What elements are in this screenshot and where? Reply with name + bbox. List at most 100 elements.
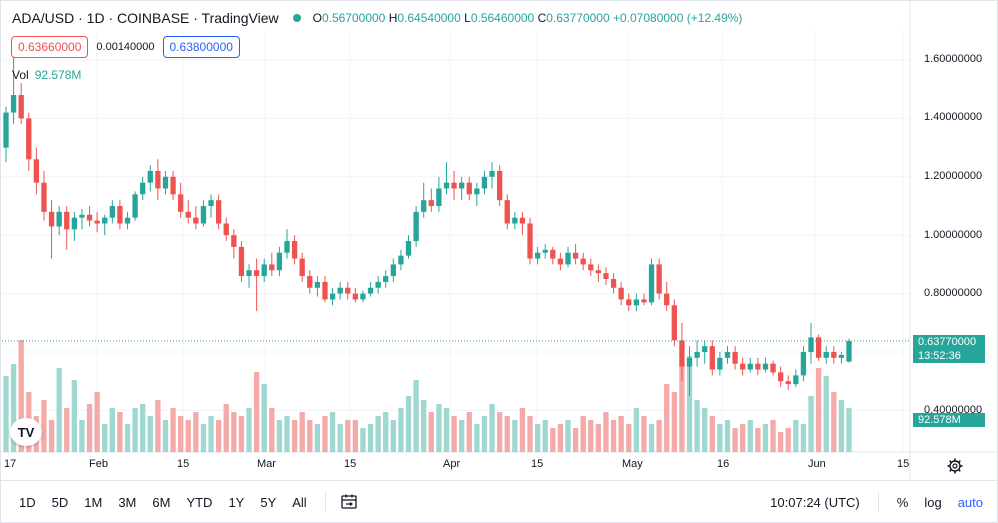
volume-bar [846, 408, 852, 452]
candle-body [671, 305, 677, 341]
range-1d-button[interactable]: 1D [19, 494, 36, 510]
volume-bar [223, 404, 229, 452]
volume-bar [740, 424, 746, 452]
volume-bar [762, 424, 769, 452]
ohlc-values: O0.56700000 H0.64540000 L0.56460000 C0.6… [313, 11, 743, 25]
volume-bar [519, 408, 526, 452]
volume-bar [421, 400, 427, 452]
range-1y-button[interactable]: 1Y [228, 494, 245, 510]
volume-bar [261, 384, 267, 452]
volume-bar [724, 420, 731, 452]
volume-bar [686, 356, 693, 452]
utc-clock[interactable]: 10:07:24 (UTC) [770, 494, 860, 510]
spread-value: 0.00140000 [96, 41, 155, 53]
buy-button[interactable]: 0.63800000 [162, 36, 240, 58]
volume-bar [747, 420, 753, 452]
candle-body [246, 270, 252, 277]
candle-body [33, 159, 40, 183]
candle-body [421, 200, 427, 212]
volume-bar [793, 420, 799, 452]
candle-body [56, 211, 62, 227]
candle-body [147, 170, 153, 183]
candle-body [770, 363, 776, 373]
volume-bar [329, 412, 336, 452]
candle-body [383, 276, 389, 282]
volume-bar [800, 424, 807, 452]
volume-bar [595, 424, 602, 452]
volume-bar [3, 376, 9, 452]
candle-body [527, 223, 533, 259]
volume-bar [208, 416, 214, 452]
volume-bar [162, 420, 169, 452]
candle-body [375, 281, 381, 288]
volume-bar [314, 424, 321, 452]
range-all-button[interactable]: All [292, 494, 307, 510]
volume-bar [443, 408, 450, 452]
range-ytd-button[interactable]: YTD [186, 494, 213, 510]
candle-body [777, 372, 784, 382]
range-1m-button[interactable]: 1M [84, 494, 103, 510]
price-chart[interactable] [0, 0, 998, 480]
volume-bar [117, 412, 123, 452]
date-range-icon[interactable] [340, 493, 358, 511]
auto-scale-toggle[interactable]: auto [957, 494, 983, 510]
sell-button[interactable]: 0.63660000 [11, 36, 89, 58]
candle-body [405, 241, 412, 256]
volume-bar [178, 416, 184, 452]
volume-bar [284, 416, 290, 452]
volume-bar [170, 408, 176, 452]
tradingview-logo[interactable]: TV [10, 418, 42, 446]
countdown-tag: 13:52:36 [913, 349, 985, 363]
candle-body [109, 206, 115, 218]
candle-body [71, 217, 78, 230]
volume-bar [626, 424, 632, 452]
range-5y-button[interactable]: 5Y [260, 494, 277, 510]
change-value: +0.07080000 (+12.49%) [612, 11, 743, 25]
volume-bar [18, 340, 24, 452]
volume-bar [147, 416, 153, 452]
candle-body [337, 287, 343, 294]
candle-body [64, 211, 70, 230]
candle-body [694, 352, 700, 358]
candle-body [580, 258, 586, 265]
candle-body [170, 176, 176, 195]
volume-bar [648, 424, 655, 452]
range-6m-button[interactable]: 6M [152, 494, 171, 510]
candle-body [155, 170, 161, 189]
volume-bar [269, 408, 275, 452]
volume-bar [10, 364, 17, 452]
last-price-tag: 0.63770000 [913, 335, 985, 349]
volume-bar [352, 420, 359, 452]
volume-bar [603, 412, 609, 452]
volume-value: 92.578M [34, 68, 82, 82]
candle-body [367, 287, 374, 294]
log-toggle[interactable]: log [924, 494, 942, 510]
symbol-title[interactable]: ADA/USD · 1D · COINBASE · TradingView [12, 10, 279, 26]
volume-bar [664, 384, 670, 452]
candle-body [291, 241, 298, 259]
candle-body [48, 211, 55, 227]
volume-bar [580, 416, 586, 452]
percent-toggle[interactable]: % [896, 494, 909, 510]
candle-body [633, 299, 640, 306]
volume-tag: 92.578M [913, 413, 985, 427]
candle-body [512, 217, 518, 224]
candle-body [215, 200, 222, 224]
toolbar-divider [324, 492, 326, 512]
range-5d-button[interactable]: 5D [51, 494, 69, 510]
volume-bar [808, 396, 814, 452]
volume-bar [550, 428, 556, 452]
gear-icon[interactable] [946, 457, 964, 475]
bottom-toolbar: 1D 5D 1M 3M 6M YTD 1Y 5Y All 10:07:24 (U… [1, 480, 997, 523]
volume-bar [375, 416, 381, 452]
range-3m-button[interactable]: 3M [118, 494, 137, 510]
open-label: O [312, 11, 322, 25]
volume-bar [755, 428, 761, 452]
volume-bar [231, 412, 237, 452]
candle-body [102, 217, 108, 224]
volume-legend[interactable]: Vol 92.578M [12, 68, 81, 82]
volume-bar [79, 420, 85, 452]
candle-body [10, 95, 17, 113]
volume-bar [428, 412, 434, 452]
volume-bar [299, 412, 305, 452]
